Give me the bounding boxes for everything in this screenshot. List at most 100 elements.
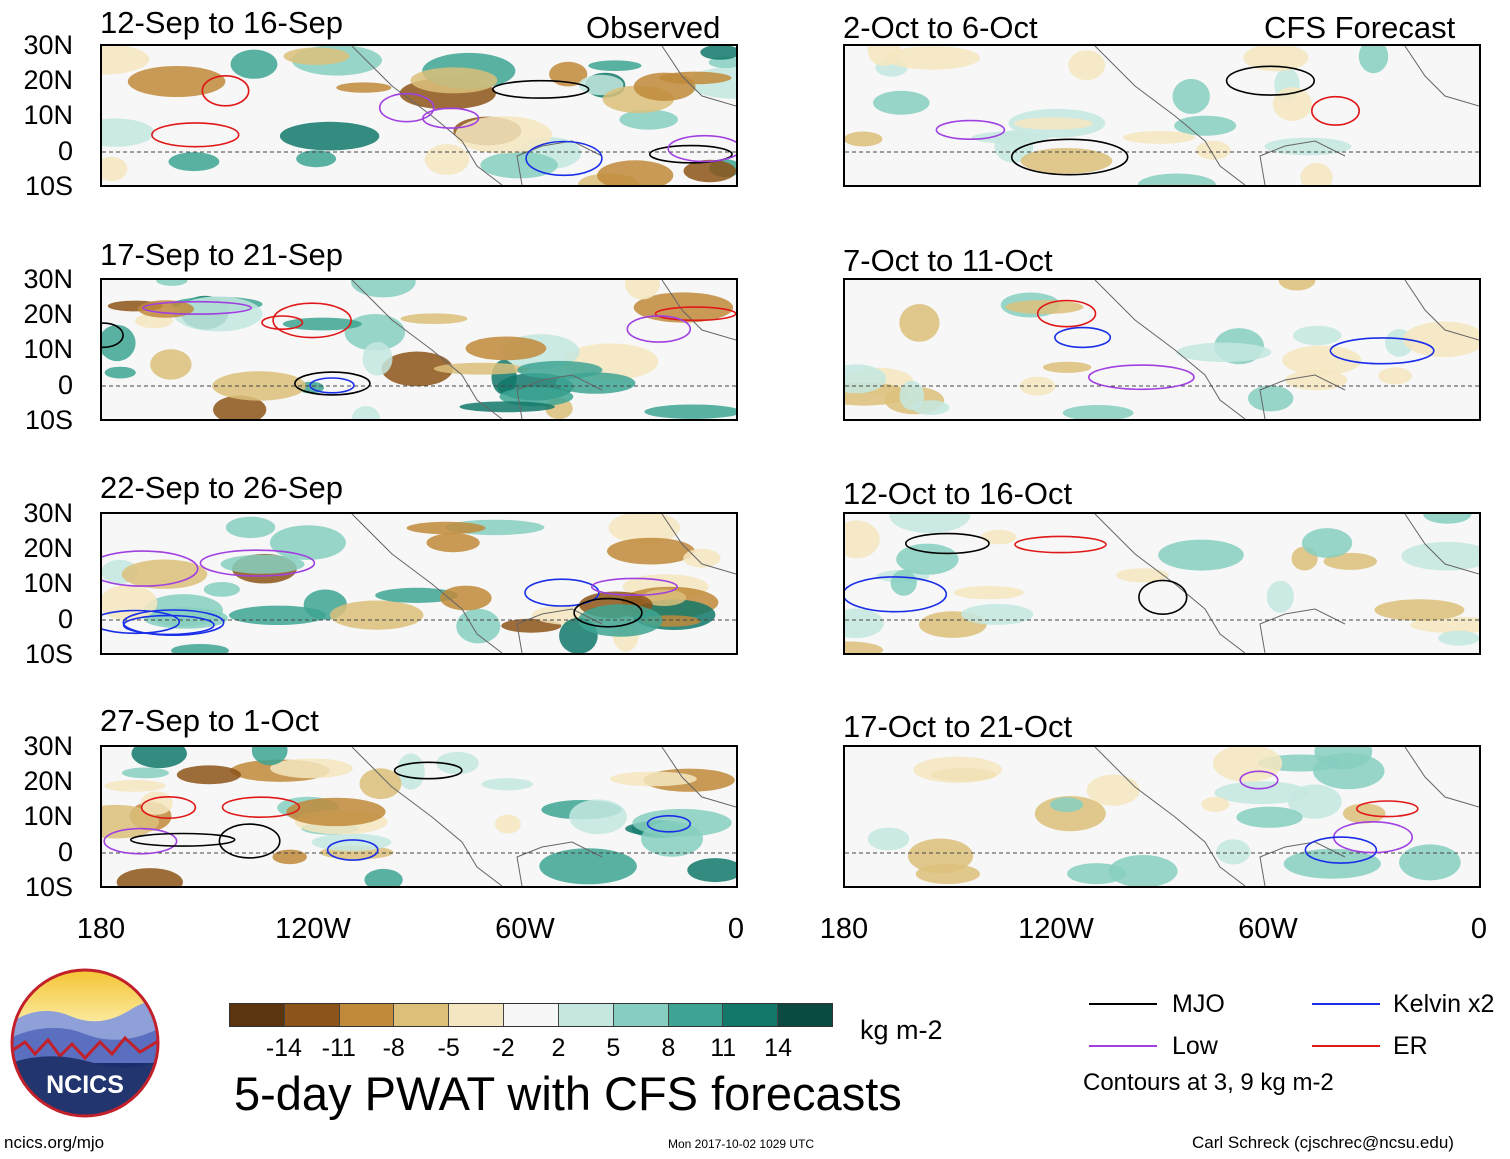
coastline [351, 747, 736, 886]
legend-note: Contours at 3, 9 kg m-2 [1083, 1069, 1334, 1096]
colorbar-tick: -2 [492, 1034, 515, 1062]
anomaly-blob [481, 778, 533, 791]
wave-contour [1310, 95, 1360, 126]
lat-tick: 0 [57, 837, 73, 867]
anomaly-blob [608, 514, 681, 544]
lat-tick: 20N [23, 766, 73, 796]
legend-label: Kelvin x2 [1393, 990, 1495, 1018]
anomaly-blob [845, 641, 884, 653]
anomaly-blob [251, 747, 288, 766]
colorbar-tick: -14 [265, 1034, 302, 1062]
wave-contour [845, 576, 948, 613]
map-panel-6 [843, 512, 1481, 655]
anomaly-blob [683, 548, 721, 568]
anomaly-blob [1005, 300, 1084, 314]
wave-contour [122, 614, 215, 636]
anomaly-blob [896, 543, 959, 575]
anomaly-blob [641, 589, 687, 606]
wave-contour [103, 827, 178, 855]
map-background [845, 280, 1479, 419]
anomaly-blob [336, 82, 392, 93]
anomaly-blob [410, 67, 498, 94]
anomaly-blob [311, 833, 392, 851]
lat-tick: 20N [23, 299, 73, 329]
legend-label: Low [1172, 1032, 1218, 1060]
anomaly-blob [375, 587, 458, 603]
lon-tick: 0 [727, 913, 745, 945]
anomaly-blob [588, 60, 642, 71]
anomaly-blob [1264, 137, 1352, 156]
wave-contour [590, 577, 678, 597]
anomaly-blob [555, 372, 636, 394]
lon-tick: 120W [275, 913, 351, 945]
colorbar-tick: -8 [382, 1034, 405, 1062]
colorbar-tick: 14 [764, 1034, 792, 1062]
wave-contour [221, 796, 301, 819]
colorbar-tick: -5 [437, 1034, 460, 1062]
colorbar-box [339, 1004, 395, 1026]
anomaly-blob [104, 366, 136, 379]
anomaly-blob [912, 400, 950, 415]
anomaly-blob [644, 404, 736, 419]
anomaly-blob [121, 767, 169, 779]
anomaly-blob [229, 605, 327, 625]
panel-title: 12-Sep to 16-Sep [100, 5, 344, 40]
colorbar-box [394, 1004, 450, 1026]
lat-tick: 10S [24, 405, 73, 435]
wave-contour [1239, 770, 1279, 790]
wave-contour [935, 119, 1006, 140]
anomaly-blob [156, 280, 188, 286]
anomaly-blob [495, 814, 521, 834]
anomaly-blob [426, 533, 480, 553]
wave-contour [393, 761, 463, 780]
anomaly-blob [140, 791, 173, 815]
wave-contour [261, 315, 304, 330]
anomaly-blob [150, 349, 192, 380]
anomaly-blob [1374, 599, 1465, 621]
wave-contour [294, 371, 371, 396]
anomaly-blob [1108, 855, 1178, 886]
coastline [1094, 46, 1479, 185]
wave-contour [626, 315, 692, 343]
anomaly-blob [1116, 568, 1169, 583]
lat-tick: 20N [23, 533, 73, 563]
anomaly-blob [1174, 115, 1237, 136]
lon-tick: 180 [76, 913, 126, 945]
coastline [1094, 747, 1479, 886]
map-panel-1 [100, 44, 738, 187]
anomaly-blob [1403, 321, 1479, 358]
wave-contour [102, 550, 199, 587]
wave-contour [218, 823, 281, 859]
anomaly-blob [683, 159, 736, 183]
anomaly-blob [1243, 46, 1309, 72]
colorbar-box [613, 1004, 669, 1026]
panel-title: 12-Oct to 16-Oct [843, 476, 1073, 511]
legend-line-kelvin [1312, 1003, 1380, 1005]
wave-contour [646, 815, 692, 833]
lat-tick: 10S [24, 639, 73, 669]
lat-tick: 30N [23, 264, 73, 294]
legend-label: ER [1393, 1032, 1428, 1060]
legend-line-low [1089, 1045, 1157, 1047]
wave-contour [378, 92, 435, 123]
anomaly-blob [867, 827, 910, 851]
anomaly-blob [1062, 405, 1134, 419]
anomaly-blob [456, 608, 501, 644]
anomaly-blob [283, 47, 350, 65]
anomaly-blob [1285, 370, 1348, 391]
anomaly-blob [539, 848, 637, 885]
colorbar-box [504, 1004, 559, 1026]
anomaly-blob [440, 585, 492, 611]
anomaly-blob [436, 751, 479, 775]
wave-contour [1138, 579, 1188, 616]
anomaly-blob [845, 608, 884, 639]
anomaly-blob [121, 559, 208, 589]
anomaly-blob [961, 603, 1034, 625]
lat-tick: 10S [24, 872, 73, 902]
colorbar-box [558, 1004, 614, 1026]
anomaly-blob [884, 46, 980, 70]
wave-contour [1329, 337, 1435, 365]
coastline [1094, 514, 1479, 653]
anomaly-blob [624, 280, 660, 300]
anomaly-blob [1300, 162, 1333, 185]
